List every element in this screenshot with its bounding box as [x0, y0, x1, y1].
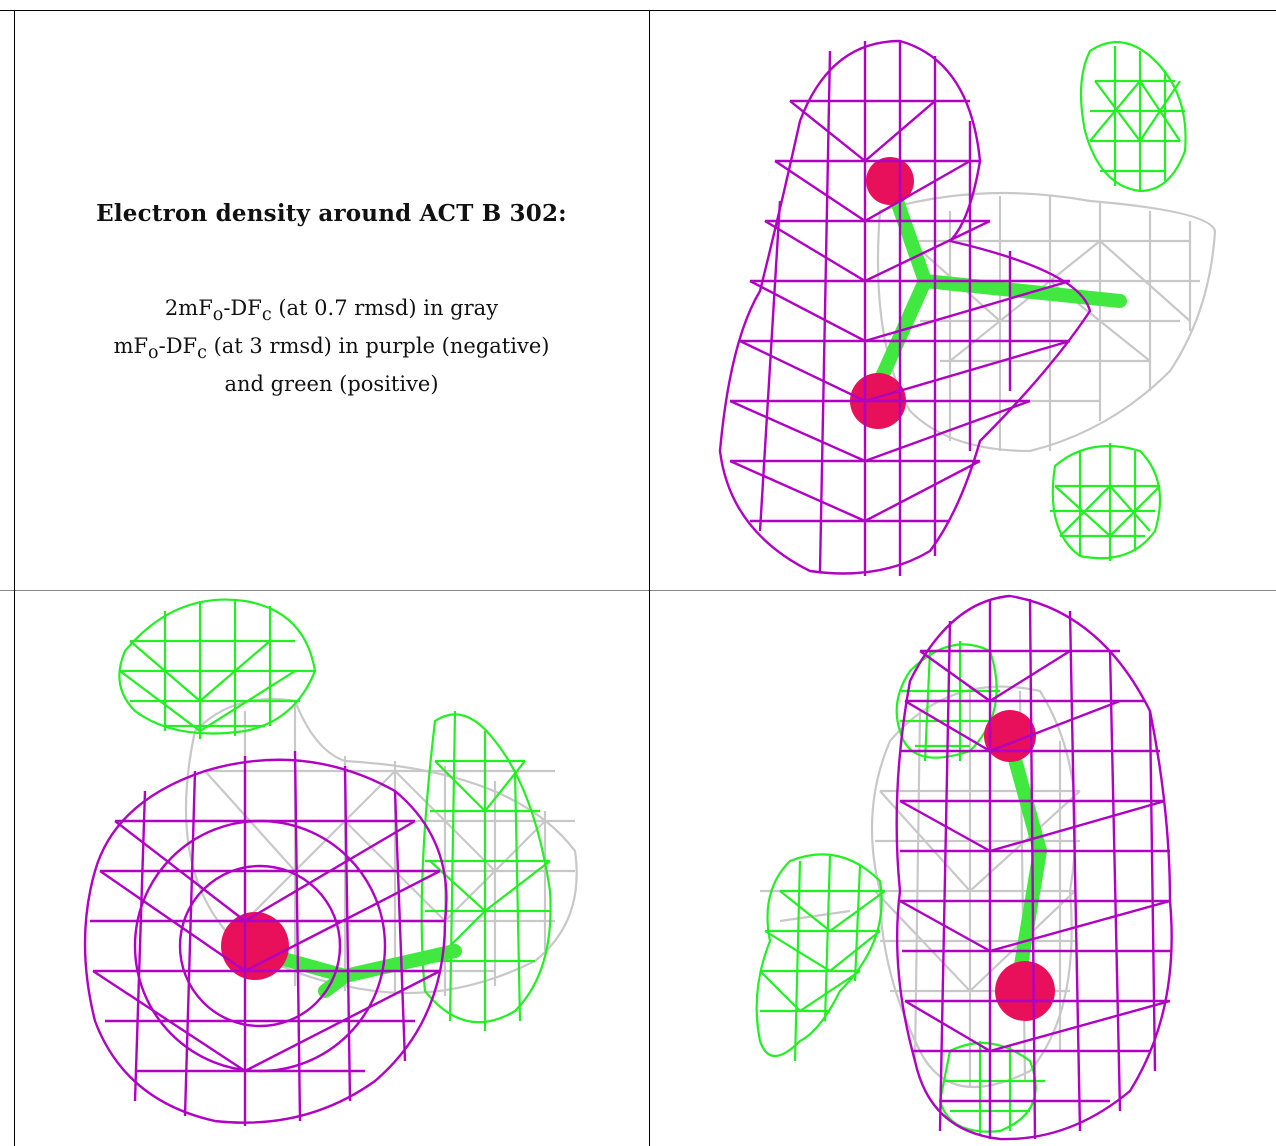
density-image	[718, 39, 1217, 576]
purple-density-mesh	[895, 594, 1173, 1141]
purple-density-mesh	[718, 39, 1092, 576]
caption-cell: Electron density around ACT B 302: 2mFo-…	[14, 10, 649, 590]
table-border-left	[14, 10, 15, 1146]
caption-title: Electron density around ACT B 302:	[96, 199, 567, 227]
table-border-top	[0, 10, 1276, 11]
density-view-top-right	[650, 11, 1276, 590]
green-density-mesh	[118, 598, 552, 1031]
caption-line-fofc: mFo-DFc (at 3 rmsd) in purple (negative)	[113, 334, 550, 364]
table-column-divider	[649, 10, 650, 1146]
caption-line-2fofc: 2mFo-DFc (at 0.7 rmsd) in gray	[164, 295, 499, 325]
density-view-bottom-left	[15, 591, 649, 1146]
density-image	[83, 598, 578, 1126]
green-density-mesh	[1050, 41, 1187, 561]
ligand-stick-model	[984, 710, 1055, 1021]
purple-density-mesh	[83, 750, 448, 1126]
table-row-divider	[0, 590, 1276, 591]
caption-line-colors: and green (positive)	[224, 372, 439, 397]
density-image	[755, 594, 1173, 1141]
density-view-bottom-right	[650, 591, 1276, 1146]
